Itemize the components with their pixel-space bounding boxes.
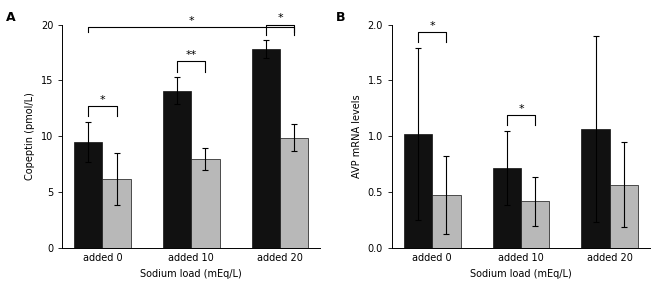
- Bar: [191, 159, 219, 249]
- X-axis label: Sodium load (mEq/L): Sodium load (mEq/L): [470, 269, 572, 279]
- Bar: [404, 134, 432, 249]
- Text: A: A: [6, 11, 15, 24]
- Bar: [521, 202, 549, 249]
- Bar: [102, 179, 131, 249]
- Text: *: *: [277, 13, 283, 23]
- Bar: [280, 138, 309, 249]
- Text: **: **: [186, 50, 197, 60]
- Text: *: *: [430, 21, 435, 31]
- Text: *: *: [518, 104, 524, 114]
- Bar: [252, 49, 280, 249]
- X-axis label: Sodium load (mEq/L): Sodium load (mEq/L): [140, 269, 242, 279]
- Bar: [492, 168, 521, 249]
- Bar: [582, 129, 609, 249]
- Text: *: *: [188, 16, 194, 26]
- Bar: [609, 185, 638, 249]
- Y-axis label: Copeptin (pmol/L): Copeptin (pmol/L): [25, 93, 36, 180]
- Text: *: *: [100, 95, 105, 105]
- Bar: [74, 142, 102, 249]
- Y-axis label: AVP mRNA levels: AVP mRNA levels: [352, 95, 362, 178]
- Bar: [163, 90, 191, 249]
- Bar: [432, 195, 461, 249]
- Text: B: B: [335, 11, 345, 24]
